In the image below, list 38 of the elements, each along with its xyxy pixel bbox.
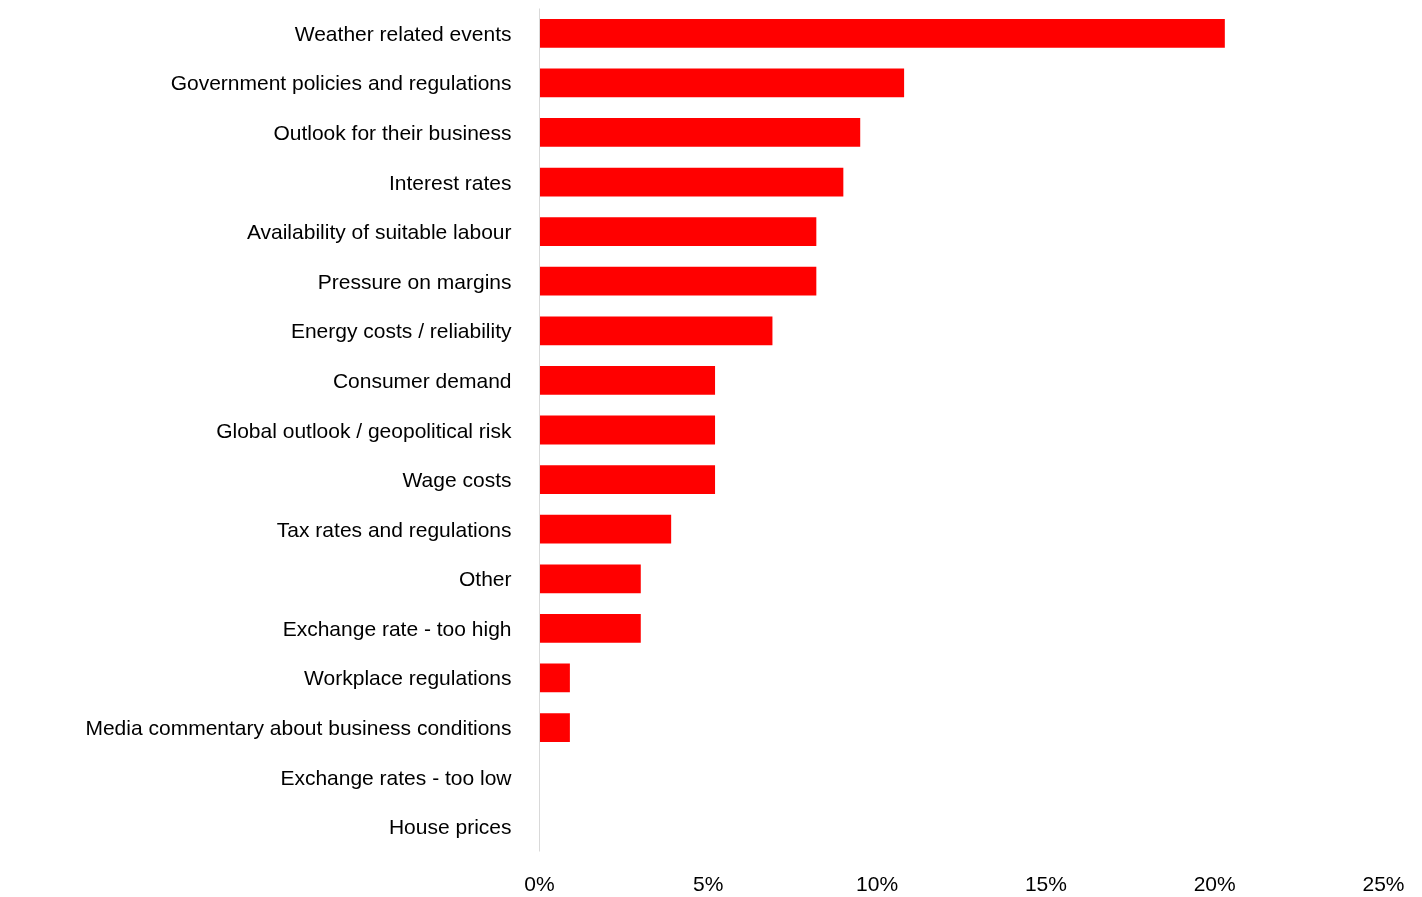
y-tick-label: Weather related events: [294, 21, 512, 45]
y-tick-label: House prices: [388, 815, 512, 839]
y-tick-label: Other: [458, 567, 512, 591]
y-tick-label: Energy costs / reliability: [290, 319, 512, 343]
bar: [539, 465, 716, 494]
y-tick-label: Media commentary about business conditions: [85, 716, 512, 740]
y-tick-label: Outlook for their business: [273, 120, 512, 144]
y-tick-label: Exchange rate - too high: [282, 616, 512, 640]
bar: [539, 366, 716, 395]
y-tick-label: Wage costs: [402, 468, 512, 492]
y-tick-label: Global outlook / geopolitical risk: [216, 418, 512, 442]
bar: [539, 564, 641, 594]
bar: [539, 713, 570, 742]
x-tick-label: 20%: [1193, 871, 1236, 895]
bar: [539, 613, 641, 643]
x-tick-label: 25%: [1362, 871, 1405, 895]
bar: [539, 68, 905, 98]
bar: [539, 266, 817, 296]
y-tick-label: Consumer demand: [332, 368, 512, 392]
bar: [539, 217, 817, 247]
bar: [539, 415, 716, 445]
y-tick-label: Pressure on margins: [317, 269, 512, 293]
x-tick-label: 0%: [524, 871, 555, 895]
bar: [539, 18, 1225, 48]
bar: [539, 514, 672, 544]
y-tick-label: Workplace regulations: [304, 666, 512, 690]
bar: [539, 663, 570, 693]
y-tick-label: Tax rates and regulations: [276, 517, 512, 541]
y-tick-label: Availability of suitable labour: [246, 220, 512, 244]
bar: [539, 118, 861, 147]
y-tick-label: Exchange rates - too low: [280, 765, 513, 789]
y-tick-label: Government policies and regulations: [170, 71, 512, 95]
y-tick-label: Interest rates: [388, 170, 512, 194]
x-tick-label: 10%: [856, 871, 899, 895]
x-tick-label: 5%: [693, 871, 724, 895]
bar: [539, 316, 773, 346]
bar: [539, 167, 844, 197]
x-tick-label: 15%: [1024, 871, 1067, 895]
